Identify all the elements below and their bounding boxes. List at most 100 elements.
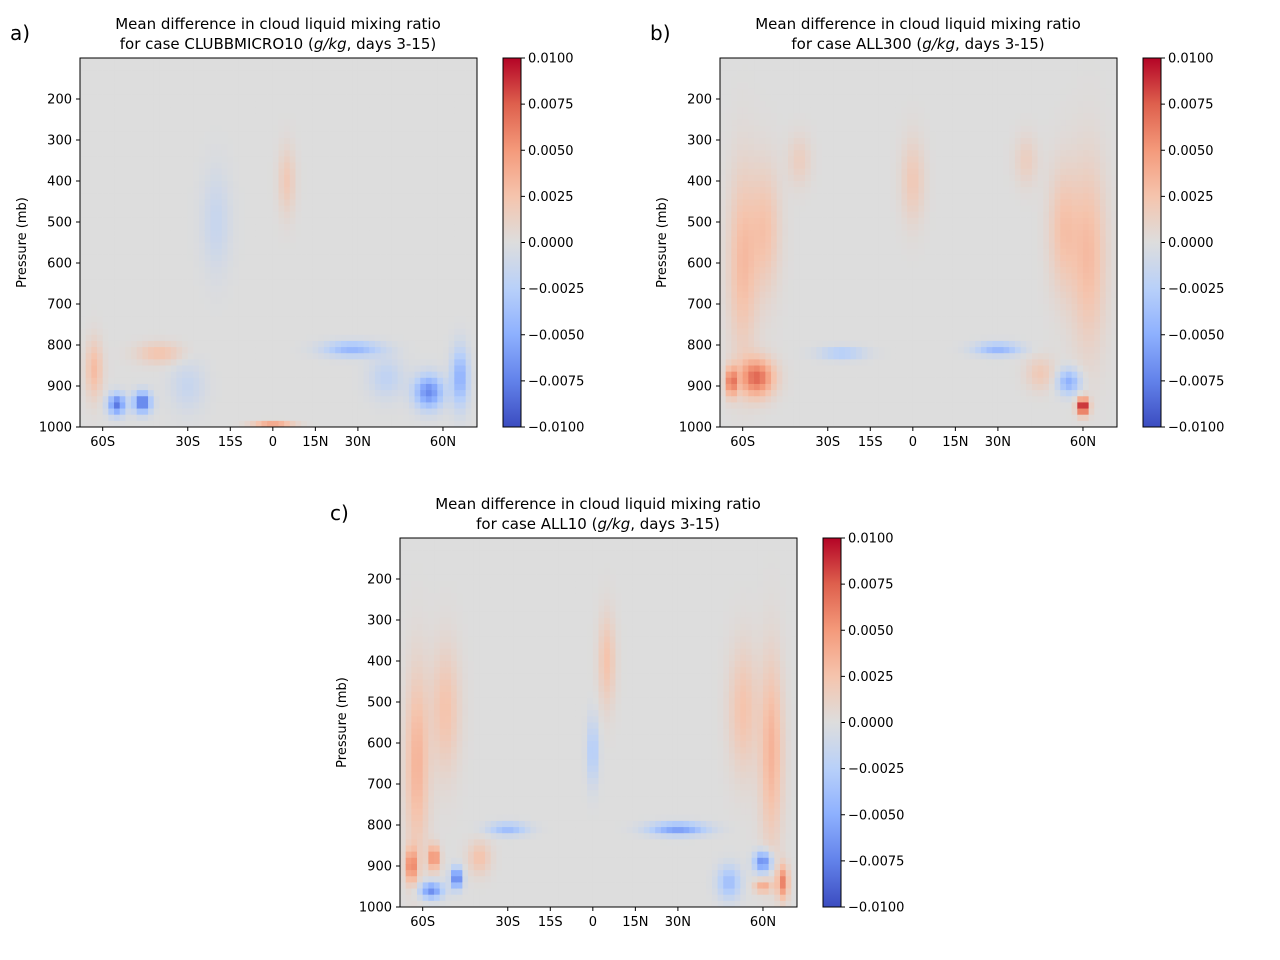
- heatmap-cell: [380, 377, 387, 385]
- heatmap-cell: [272, 70, 280, 78]
- heatmap-cell: [471, 224, 477, 231]
- heatmap-cell: [80, 119, 87, 127]
- heatmap-cell: [408, 285, 416, 293]
- heatmap-cell: [125, 334, 132, 342]
- heatmap-cell: [765, 420, 772, 427]
- heatmap-cell: [737, 408, 744, 416]
- heatmap-cell: [431, 94, 438, 102]
- heatmap-cell: [776, 340, 783, 348]
- heatmap-cell: [210, 328, 217, 336]
- heatmap-cell: [284, 168, 291, 176]
- heatmap-cell: [312, 242, 319, 250]
- heatmap-cell: [459, 113, 467, 121]
- heatmap-cell: [346, 193, 353, 201]
- heatmap-cell: [386, 248, 393, 256]
- heatmap-cell: [261, 101, 268, 108]
- heatmap-cell: [267, 297, 274, 305]
- heatmap-cell: [125, 285, 132, 293]
- heatmap-cell: [136, 371, 143, 379]
- heatmap-cell: [136, 322, 143, 330]
- heatmap-cell: [374, 334, 382, 342]
- heatmap-cell: [272, 383, 280, 391]
- heatmap-cell: [380, 137, 387, 145]
- heatmap-cell: [386, 156, 393, 164]
- heatmap-cell: [748, 70, 755, 78]
- heatmap-cell: [391, 322, 399, 330]
- heatmap-cell: [165, 181, 172, 188]
- heatmap-cell: [391, 162, 399, 170]
- heatmap-cell: [465, 383, 472, 391]
- heatmap-cell: [448, 414, 455, 422]
- heatmap-cell: [250, 414, 257, 422]
- heatmap-cell: [363, 371, 370, 379]
- heatmap-cell: [284, 414, 291, 422]
- heatmap-cell: [403, 402, 410, 410]
- heatmap-cell: [737, 113, 744, 121]
- heatmap-cell: [284, 340, 291, 348]
- heatmap-cell: [465, 408, 472, 416]
- heatmap-cell: [352, 420, 359, 427]
- heatmap-cell: [380, 187, 387, 194]
- heatmap-cell: [431, 365, 438, 373]
- heatmap-cell: [148, 88, 155, 96]
- heatmap-cell: [80, 107, 87, 114]
- heatmap-cell: [720, 58, 727, 65]
- heatmap-cell: [448, 211, 455, 219]
- heatmap-cell: [386, 310, 393, 317]
- heatmap-cell: [114, 205, 121, 213]
- heatmap-cell: [414, 94, 421, 102]
- heatmap-cell: [318, 297, 325, 305]
- heatmap-cell: [329, 267, 336, 274]
- chart-subtitle: for case ALL300 (g/kg, days 3-15): [791, 35, 1044, 53]
- heatmap-cell: [414, 174, 421, 182]
- heatmap-cell: [771, 347, 778, 354]
- heatmap-cell: [765, 64, 772, 71]
- heatmap-cell: [425, 236, 433, 244]
- heatmap-cell: [102, 260, 109, 268]
- heatmap-cell: [301, 420, 308, 427]
- heatmap-cell: [250, 156, 257, 164]
- heatmap-cell: [318, 193, 325, 201]
- heatmap-cell: [374, 310, 382, 317]
- heatmap-cell: [454, 107, 461, 114]
- heatmap-cell: [272, 156, 280, 164]
- heatmap-cell: [80, 390, 87, 397]
- heatmap-cell: [159, 260, 166, 268]
- heatmap-cell: [102, 310, 109, 317]
- heatmap-cell: [397, 414, 404, 422]
- heatmap-cell: [403, 217, 410, 225]
- heatmap-cell: [437, 181, 444, 188]
- heatmap-cell: [295, 88, 302, 96]
- heatmap-cell: [391, 156, 399, 164]
- heatmap-cell: [306, 58, 314, 65]
- heatmap-cell: [782, 101, 789, 108]
- heatmap-cell: [742, 408, 749, 416]
- heatmap-cell: [437, 242, 444, 250]
- heatmap-cell: [187, 304, 195, 311]
- heatmap-cell: [216, 316, 223, 324]
- heatmap-cell: [193, 193, 200, 201]
- heatmap-cell: [244, 383, 251, 391]
- heatmap-cell: [102, 359, 109, 367]
- heatmap-cell: [725, 316, 732, 324]
- heatmap-cell: [176, 224, 183, 231]
- heatmap-cell: [125, 248, 132, 256]
- heatmap-cell: [306, 236, 314, 244]
- heatmap-cell: [471, 64, 477, 71]
- y-tick-label: 900: [47, 380, 72, 395]
- heatmap-cell: [403, 58, 410, 65]
- heatmap-cell: [255, 390, 263, 397]
- heatmap-cell: [742, 131, 749, 139]
- heatmap-cell: [102, 131, 109, 139]
- heatmap-cell: [91, 193, 98, 201]
- heatmap-cell: [397, 248, 404, 256]
- heatmap-cell: [272, 131, 280, 139]
- heatmap-cell: [255, 414, 263, 422]
- heatmap-cell: [765, 236, 772, 244]
- heatmap-cell: [459, 267, 467, 274]
- heatmap-cell: [267, 420, 274, 427]
- heatmap-cell: [431, 113, 438, 121]
- heatmap-cell: [437, 199, 444, 207]
- heatmap-cell: [425, 94, 433, 102]
- heatmap-cell: [176, 174, 183, 182]
